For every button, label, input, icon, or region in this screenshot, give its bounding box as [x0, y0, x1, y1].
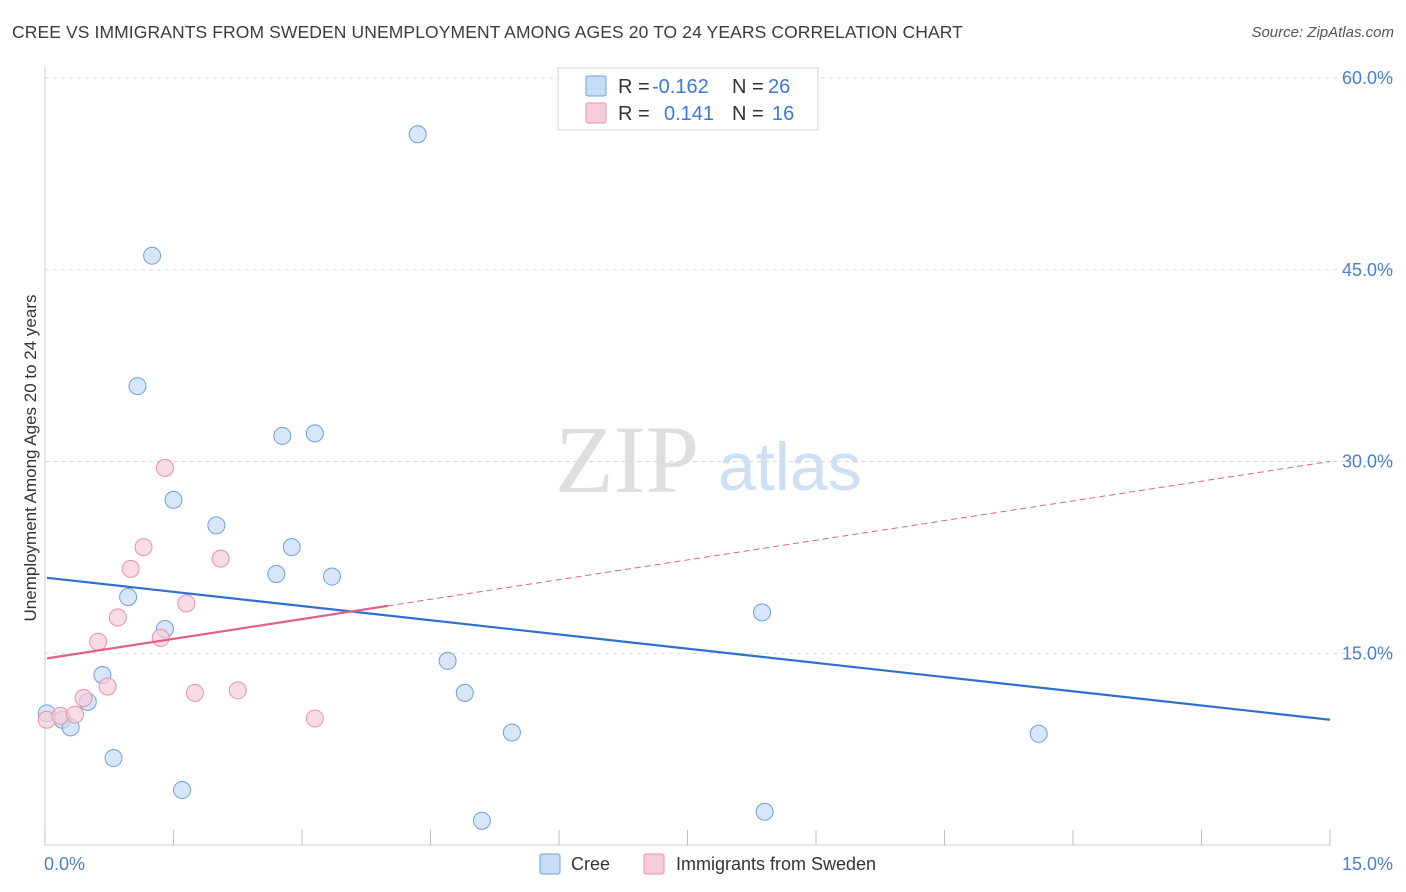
- series-legend-sweden: Immigrants from Sweden: [676, 854, 876, 874]
- y-tick-labels: 15.0% 30.0% 45.0% 60.0%: [1342, 68, 1393, 663]
- sweden-point: [228, 681, 247, 700]
- grid-lines: [45, 77, 1395, 654]
- legend-n-value: 26: [768, 76, 790, 98]
- x-ticks: [44, 830, 1331, 845]
- cree-point: [104, 749, 123, 768]
- x-tick-labels: 0.0% 15.0%: [44, 854, 1393, 874]
- sweden-point: [65, 705, 84, 724]
- legend-n-label: N =: [732, 76, 764, 98]
- series-legend: Cree Immigrants from Sweden: [539, 853, 876, 875]
- cree-point: [164, 490, 183, 509]
- cree-point: [408, 125, 427, 144]
- legend-r-value: -0.162: [652, 76, 709, 98]
- cree-point: [207, 516, 226, 535]
- legend-r-label: R =: [618, 76, 650, 98]
- y-tick-label: 15.0%: [1342, 643, 1393, 663]
- cree-point: [502, 723, 521, 742]
- sweden-point: [89, 632, 108, 651]
- cree-point: [753, 603, 772, 622]
- series-legend-swatch-cree: [539, 853, 561, 875]
- cree-trend-line: [46, 576, 1331, 721]
- cree-point: [273, 426, 292, 445]
- trend-lines: [46, 461, 1331, 721]
- data-points: [37, 125, 1048, 830]
- source-label: Source: ZipAtlas.com: [1251, 24, 1394, 41]
- legend-n-label: N =: [732, 103, 764, 125]
- y-tick-label: 45.0%: [1342, 260, 1393, 280]
- sweden-point: [98, 677, 117, 696]
- sweden-point: [177, 594, 196, 613]
- cree-point: [472, 811, 491, 830]
- cree-point: [128, 377, 147, 396]
- sweden-point: [74, 688, 93, 707]
- cree-point: [322, 567, 341, 586]
- cree-point: [267, 564, 286, 583]
- sweden-point: [151, 628, 170, 647]
- cree-point: [305, 424, 324, 443]
- legend-swatch-cree: [585, 75, 607, 97]
- series-legend-swatch-sweden: [643, 853, 665, 875]
- cree-point: [755, 802, 774, 821]
- legend-swatch-sweden: [585, 102, 607, 124]
- chart-title: CREE VS IMMIGRANTS FROM SWEDEN UNEMPLOYM…: [12, 22, 963, 42]
- sweden-point: [211, 549, 230, 568]
- stats-legend: R = -0.162 N = 26 R = 0.141 N = 16: [557, 67, 819, 131]
- cree-point: [438, 651, 457, 670]
- sweden-trend-extension: [387, 461, 1331, 607]
- sweden-point: [305, 709, 324, 728]
- sweden-point: [185, 683, 204, 702]
- y-tick-label: 30.0%: [1342, 452, 1393, 472]
- sweden-point: [155, 458, 174, 477]
- watermark-atlas: atlas: [718, 429, 862, 505]
- x-tick-label: 15.0%: [1342, 854, 1393, 874]
- series-legend-cree: Cree: [571, 854, 610, 874]
- cree-point: [173, 781, 192, 800]
- cree-point: [455, 683, 474, 702]
- legend-r-label: R =: [618, 103, 650, 125]
- legend-n-value: 16: [772, 103, 794, 125]
- sweden-trend-line: [46, 604, 388, 660]
- legend-r-value: 0.141: [664, 103, 714, 125]
- sweden-point: [121, 559, 140, 578]
- sweden-point: [108, 608, 127, 627]
- y-tick-label: 60.0%: [1342, 68, 1393, 88]
- watermark-zip: ZIP: [555, 406, 699, 513]
- sweden-point: [134, 538, 153, 557]
- y-axis-title: Unemployment Among Ages 20 to 24 years: [21, 295, 40, 622]
- cree-point: [282, 538, 301, 557]
- cree-point: [1029, 724, 1048, 743]
- x-tick-label: 0.0%: [44, 854, 85, 874]
- cree-point: [119, 588, 138, 607]
- cree-point: [143, 246, 162, 265]
